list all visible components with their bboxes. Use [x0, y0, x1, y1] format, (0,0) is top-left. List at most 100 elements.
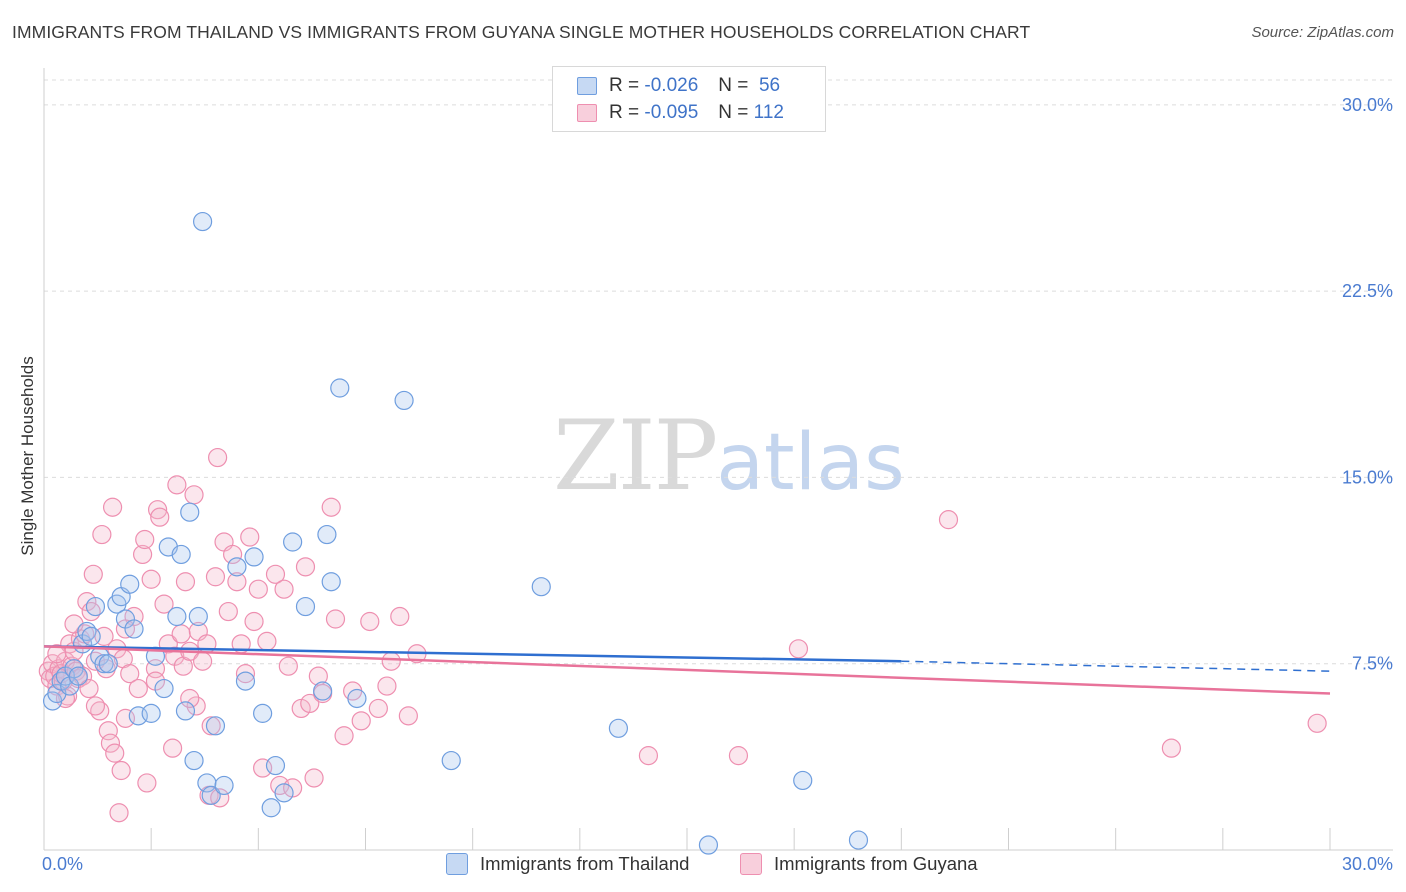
tick-labels: 7.5% 15.0% 22.5% 30.0% 0.0% 30.0%: [42, 95, 1393, 874]
thailand-point: [68, 666, 88, 686]
thailand-point: [154, 678, 174, 699]
guyana-point: [244, 611, 264, 632]
watermark-atlas: atlas: [716, 418, 905, 508]
guyana-point: [248, 579, 268, 599]
guyana-point: [235, 664, 256, 684]
guyana-point: [938, 510, 959, 530]
y-tick-label: 22.5%: [1342, 281, 1393, 301]
guyana-point: [325, 609, 346, 629]
guyana-point: [111, 760, 131, 781]
guyana-point: [278, 656, 298, 676]
guyana-point: [205, 567, 226, 587]
guyana-point: [638, 746, 659, 766]
guyana-points: [38, 447, 1327, 823]
guyana-trend-line: [43, 645, 1331, 695]
thailand-point: [98, 654, 118, 674]
thailand-point: [120, 574, 140, 594]
thailand-point: [167, 606, 187, 627]
guyana-point: [85, 696, 106, 716]
guyana-point: [223, 544, 243, 565]
guyana-point: [1307, 713, 1327, 733]
n-label: N =: [718, 102, 749, 123]
guyana-point: [98, 721, 118, 741]
guyana-point: [308, 666, 328, 686]
guyana-point: [47, 644, 67, 664]
guyana-point: [295, 557, 316, 577]
n-label: N =: [718, 75, 749, 96]
stats-row-thailand: R = -0.026 N = 56: [577, 73, 780, 99]
guyana-point: [92, 524, 112, 545]
source-label: Source: ZipAtlas.com: [1251, 24, 1394, 41]
legend-label: Immigrants from Guyana: [774, 853, 978, 874]
guyana-point: [186, 696, 206, 716]
guyana-point: [105, 743, 125, 763]
guyana-point: [171, 624, 191, 644]
guyana-point: [100, 733, 121, 753]
thailand-point: [227, 557, 247, 577]
guyana-point: [304, 768, 324, 788]
thailand-point: [347, 688, 367, 709]
guyana-point: [150, 507, 170, 527]
r-label: R =: [609, 75, 640, 96]
thailand-point: [235, 671, 256, 691]
guyana-point: [360, 611, 380, 632]
chart-title: IMMIGRANTS FROM THAILAND VS IMMIGRANTS F…: [12, 22, 1031, 42]
guyana-point: [257, 631, 277, 651]
legend-label: Immigrants from Thailand: [480, 853, 690, 874]
guyana-point: [390, 606, 410, 627]
thailand-point: [295, 596, 316, 617]
guyana-point: [300, 693, 320, 714]
watermark: ZIPatlas: [553, 400, 905, 512]
thailand-point: [274, 783, 294, 803]
thailand-point: [321, 572, 341, 592]
guyana-point: [79, 678, 99, 699]
y-tick-label: 7.5%: [1352, 654, 1393, 674]
thailand-point: [214, 775, 234, 796]
guyana-point: [381, 651, 401, 671]
thailand-point: [180, 502, 200, 522]
axes: [43, 68, 1393, 851]
thailand-point: [94, 654, 114, 674]
thailand-point: [188, 606, 208, 627]
guyana-point: [137, 773, 157, 793]
thailand-point: [313, 681, 333, 701]
thailand-point: [531, 577, 551, 597]
thailand-point: [141, 703, 161, 723]
guyana-point: [240, 527, 260, 547]
guyana-point: [1161, 738, 1181, 758]
guyana-point: [83, 564, 103, 584]
trend-lines: [43, 645, 1331, 695]
watermark-zip: ZIP: [553, 400, 718, 512]
legend-item-thailand[interactable]: Immigrants from Thailand: [446, 852, 689, 876]
thailand-point: [317, 524, 337, 545]
stats-row-guyana: R = -0.095 N = 112: [577, 100, 784, 126]
grid-lines: [44, 79, 1393, 665]
guyana-point: [201, 716, 221, 736]
guyana-point: [218, 601, 238, 622]
guyana-point: [728, 746, 749, 766]
legend-item-guyana[interactable]: Immigrants from Guyana: [740, 852, 978, 876]
thailand-point: [201, 785, 221, 805]
guyana-point: [351, 711, 371, 731]
r-label: R =: [609, 102, 640, 123]
thailand-point: [793, 770, 813, 791]
guyana-point: [208, 447, 228, 468]
thailand-trend-line: [43, 645, 902, 663]
thailand-point: [205, 716, 226, 736]
guyana-point: [265, 564, 286, 584]
r-value: -0.095: [644, 102, 699, 123]
thailand-point: [848, 830, 869, 850]
y-tick-label: 30.0%: [1342, 95, 1393, 115]
guyana-point: [377, 676, 397, 696]
guyana-swatch: [577, 104, 597, 122]
x-tick-label: 0.0%: [42, 854, 83, 874]
guyana-point: [184, 485, 204, 505]
n-value: 56: [758, 75, 781, 96]
guyana-point: [175, 572, 196, 592]
stats-box: R = -0.026 N = 56 R = -0.095 N = 112: [552, 66, 826, 132]
thailand-point: [81, 626, 101, 646]
thailand-point: [85, 596, 106, 617]
guyana-point: [102, 497, 123, 517]
thailand-point: [184, 750, 204, 771]
